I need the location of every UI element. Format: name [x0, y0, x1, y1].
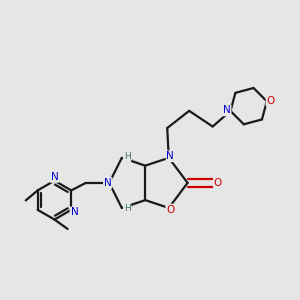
Text: N: N [223, 105, 231, 116]
Text: H: H [124, 204, 130, 213]
Text: N: N [167, 151, 174, 161]
Text: O: O [214, 178, 222, 188]
Text: H: H [124, 152, 130, 161]
Text: N: N [70, 207, 78, 217]
Text: N: N [104, 178, 112, 188]
Text: O: O [266, 96, 275, 106]
Text: O: O [166, 205, 175, 214]
Text: N: N [51, 172, 58, 182]
